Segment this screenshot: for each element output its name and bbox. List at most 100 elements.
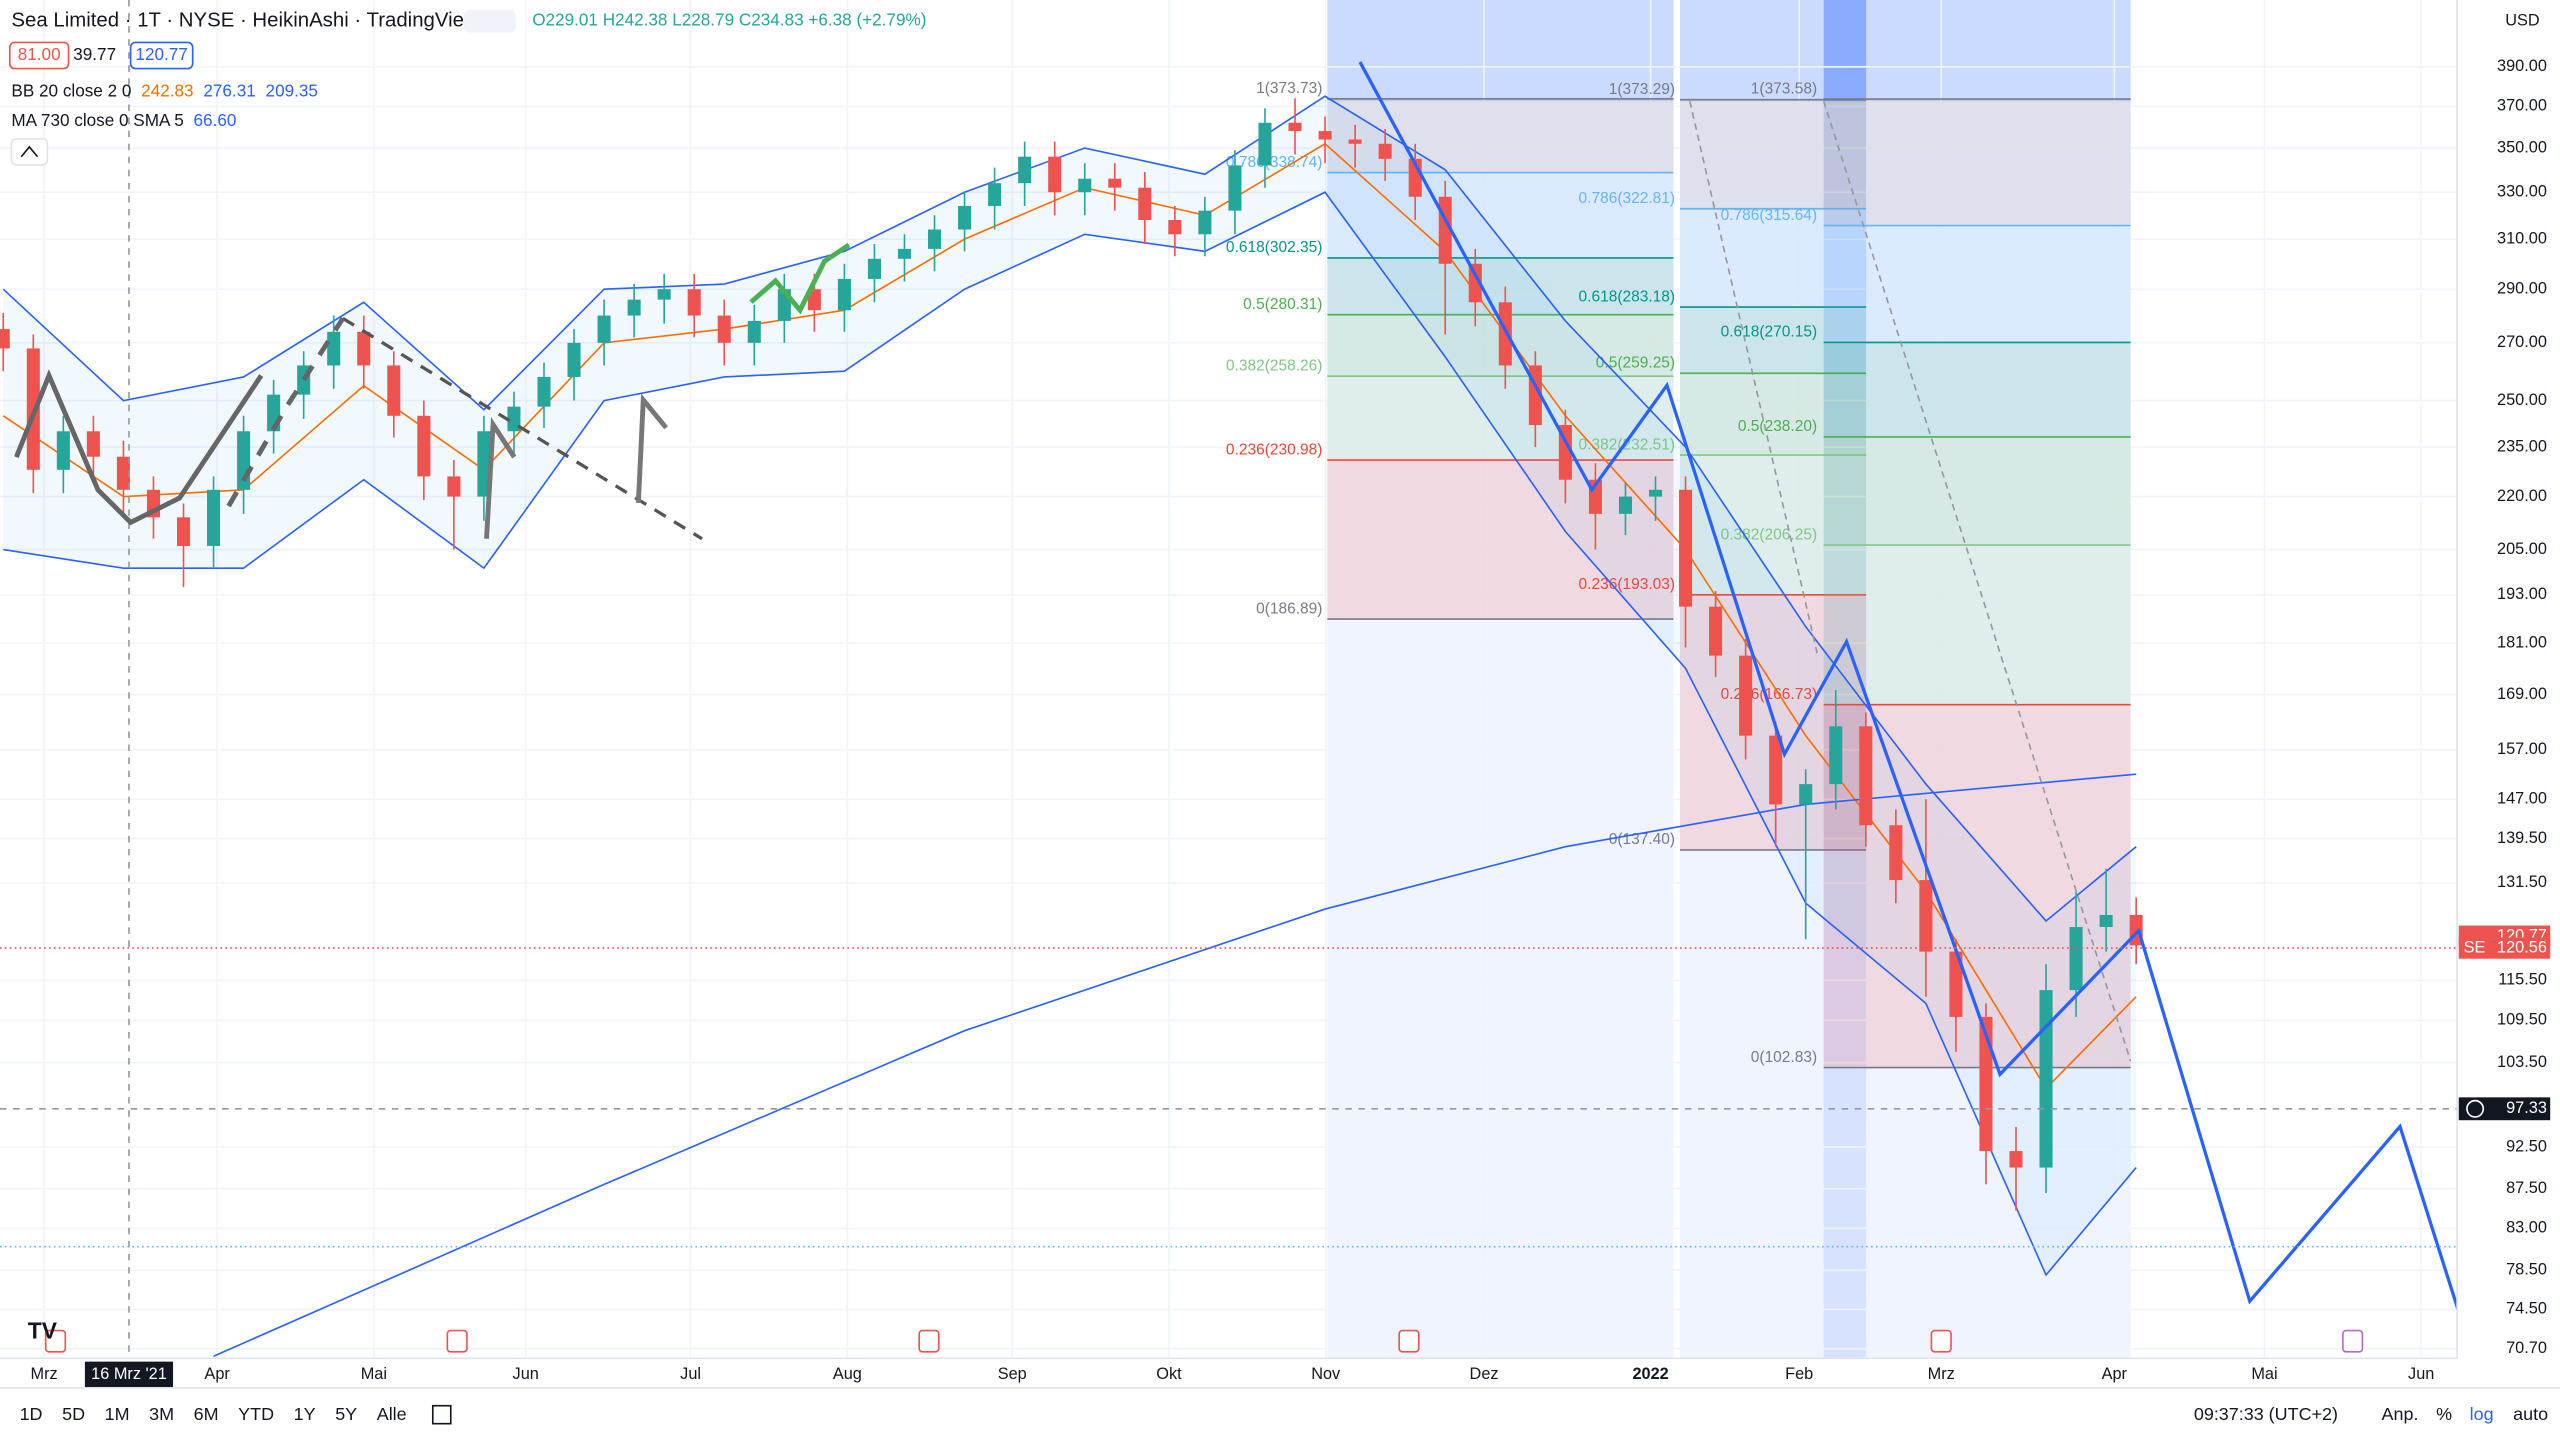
- candle-body: [2009, 1151, 2023, 1168]
- y-tick-label: 270.00: [2497, 333, 2547, 351]
- status-badge[interactable]: [463, 9, 516, 33]
- candle-body: [1739, 655, 1753, 736]
- candle-body: [116, 456, 130, 490]
- scale-option[interactable]: log: [2470, 1404, 2494, 1424]
- candle-body: [1829, 726, 1843, 785]
- range-top: [1327, 0, 1674, 102]
- candle-body: [1889, 825, 1903, 881]
- fib-label: 0.382(206.25): [1721, 526, 1818, 543]
- y-tick-label: 157.00: [2497, 740, 2547, 758]
- candle-body: [0, 329, 10, 349]
- candle-body: [867, 258, 881, 279]
- range-button[interactable]: 3M: [149, 1404, 174, 1424]
- collapse-legend[interactable]: [10, 137, 49, 166]
- fib-zone: [1327, 376, 1674, 461]
- x-tick-label: Okt: [1156, 1365, 1182, 1383]
- fib-label: 1(373.73): [1256, 80, 1322, 97]
- range-button[interactable]: 5D: [62, 1404, 85, 1424]
- candle-body: [1919, 880, 1933, 952]
- candle-body: [567, 342, 581, 377]
- candle-body: [417, 415, 431, 477]
- x-tick-label: Dez: [1470, 1365, 1499, 1383]
- range-button[interactable]: 5Y: [335, 1404, 357, 1424]
- earnings-markers: [44, 1329, 2364, 1353]
- range-button[interactable]: 1M: [105, 1404, 130, 1424]
- scale-option[interactable]: auto: [2513, 1404, 2548, 1424]
- add-alert[interactable]: [2466, 1099, 2485, 1118]
- fib-zone: [1823, 436, 2131, 546]
- fib-zone: [1823, 225, 2131, 343]
- earnings-marker[interactable]: [1398, 1329, 1420, 1353]
- candle-body: [387, 365, 401, 416]
- time-axis-bg: [0, 1358, 2560, 1388]
- candle-body: [1618, 496, 1632, 514]
- x-tick-label: Feb: [1785, 1365, 1813, 1383]
- crosshair-date-box: [84, 1361, 174, 1388]
- y-tick-label: 83.00: [2506, 1219, 2547, 1237]
- arrow-drawing: [635, 393, 669, 503]
- earnings-marker[interactable]: [2342, 1329, 2364, 1353]
- x-tick-label: Mai: [361, 1365, 387, 1383]
- fib-label: 0.382(258.26): [1226, 358, 1323, 375]
- y-tick-label: 390.00: [2497, 57, 2547, 75]
- sell-price: 81.00: [18, 44, 61, 64]
- y-tick-label: 310.00: [2497, 229, 2547, 247]
- candle-body: [1138, 187, 1152, 221]
- candle-body: [1648, 489, 1663, 497]
- fib-zone: [1823, 99, 2131, 226]
- fib-label: 0.5(259.25): [1596, 355, 1675, 372]
- candle-body: [1348, 139, 1362, 144]
- x-tick-label: Jun: [2408, 1365, 2434, 1383]
- earnings-marker[interactable]: [446, 1329, 468, 1353]
- range-button[interactable]: 1Y: [294, 1404, 316, 1424]
- price-axis-bg: [2457, 0, 2560, 1388]
- range-button[interactable]: YTD: [238, 1404, 274, 1424]
- x-tick-label: Apr: [204, 1365, 230, 1383]
- bottom-toolbar: 1D 5D 1M 3M 6M YTD 1Y 5Y Alle 09:37:33 (UTC+2) Anp…: [20, 1404, 2548, 1425]
- candle-body: [357, 331, 371, 366]
- earnings-marker[interactable]: [1930, 1329, 1952, 1353]
- candle-body: [86, 431, 100, 457]
- bb-lower: 209.35: [266, 80, 318, 100]
- candle-body: [207, 489, 221, 546]
- earnings-marker[interactable]: [44, 1329, 67, 1353]
- range: [1327, 0, 1674, 1359]
- trend-line: [1689, 101, 1818, 654]
- y-tick-label: 109.50: [2497, 1011, 2547, 1029]
- fib-zone: [1823, 342, 2131, 437]
- calendar-button[interactable]: [431, 1404, 452, 1425]
- scale-option[interactable]: Anp.: [2382, 1404, 2419, 1424]
- candle-body: [1679, 489, 1693, 607]
- candle-body: [657, 289, 671, 300]
- fib-label: 0.5(238.20): [1738, 418, 1817, 435]
- candle-body: [747, 320, 761, 343]
- candle-body: [176, 517, 191, 546]
- candle-body: [2069, 926, 2083, 991]
- fib-label: 0.618(302.35): [1226, 239, 1323, 256]
- symbol-price: 120.56: [2497, 938, 2547, 956]
- range-button[interactable]: 1D: [20, 1404, 43, 1424]
- scale-option[interactable]: %: [2436, 1404, 2452, 1424]
- pencil-drawing: [14, 369, 264, 526]
- symbol-price-box: [2458, 937, 2551, 959]
- range-button[interactable]: Alle: [377, 1404, 407, 1424]
- x-tick-label: Nov: [1311, 1365, 1341, 1383]
- earnings-marker[interactable]: [918, 1329, 940, 1353]
- range-button[interactable]: 6M: [194, 1404, 219, 1424]
- candle-body: [807, 289, 821, 311]
- candle-body: [237, 431, 251, 490]
- fib-label: 0.618(270.15): [1721, 324, 1818, 341]
- y-tick-label: 147.00: [2497, 790, 2547, 808]
- sell-button[interactable]: [8, 41, 70, 70]
- buy-button[interactable]: [129, 41, 194, 70]
- bb-legend: BB 20 close 2 0 242.83 276.31 209.35: [11, 80, 318, 100]
- fib-zone: [1327, 172, 1674, 258]
- candle-body: [1378, 143, 1392, 159]
- fib-zone: [1680, 373, 1867, 456]
- bb-basis: 242.83: [141, 80, 193, 100]
- ohlc-values: O229.01 H242.38 L228.79 C234.83 +6.38 (+…: [532, 10, 926, 30]
- fib-label: 0.236(230.98): [1226, 441, 1323, 458]
- x-tick-label: 2022: [1632, 1365, 1668, 1383]
